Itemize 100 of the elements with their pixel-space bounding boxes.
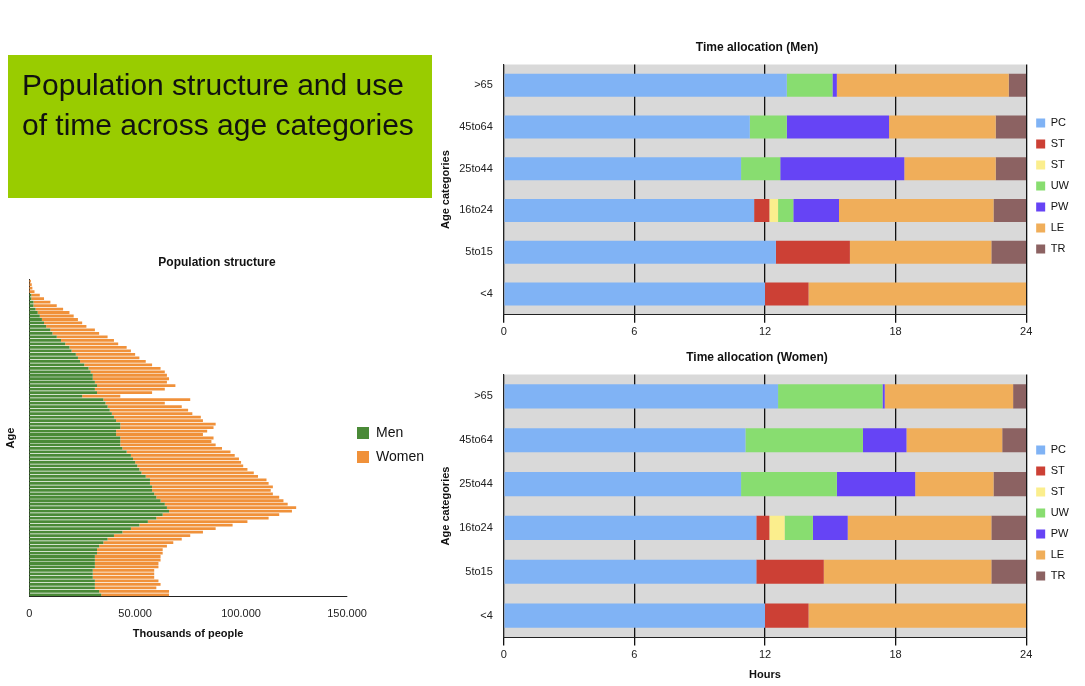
bar <box>786 73 833 97</box>
legend-label: ST <box>1050 137 1066 150</box>
y-tick-label: <4 <box>480 286 493 299</box>
bar <box>37 311 70 314</box>
bar <box>120 440 212 443</box>
bar <box>29 356 78 360</box>
bar <box>839 198 994 222</box>
legend-label: TR <box>1050 569 1066 582</box>
bar <box>906 428 1003 453</box>
bar <box>504 240 776 264</box>
bar <box>769 515 785 540</box>
bar <box>29 440 121 443</box>
bar <box>29 352 76 356</box>
bar <box>101 593 170 597</box>
bar <box>92 569 155 572</box>
legend-label: Men <box>376 423 404 440</box>
bar <box>137 464 244 468</box>
legend-label: LE <box>1050 221 1065 234</box>
x-tick-label: 18 <box>889 325 902 338</box>
y-axis-title: Age <box>3 427 16 449</box>
text: Population structure and use of time across age categories <box>8 55 432 198</box>
bar <box>94 562 159 565</box>
bar <box>884 384 1014 409</box>
y-tick-label: 25to44 <box>459 477 493 490</box>
bar <box>29 349 72 353</box>
bar <box>29 454 131 457</box>
bar <box>29 569 93 572</box>
bar <box>41 318 78 321</box>
bar <box>29 495 157 499</box>
bar <box>29 433 117 436</box>
bar <box>991 240 1027 264</box>
bar <box>29 373 93 377</box>
bar <box>1002 428 1027 453</box>
x-tick-label: 100.000 <box>221 607 261 620</box>
bar <box>29 377 93 381</box>
y-tick-label: <4 <box>480 608 493 621</box>
bar <box>29 474 146 478</box>
legend-label: LE <box>1050 548 1065 561</box>
bar <box>29 481 150 485</box>
bar <box>847 515 992 540</box>
bar <box>88 366 161 370</box>
bar <box>991 559 1027 584</box>
bar <box>741 157 781 181</box>
bar <box>29 471 142 475</box>
bar <box>149 481 269 485</box>
bar <box>90 370 165 374</box>
x-tick-label: 0 <box>26 607 33 620</box>
y-tick-label: >65 <box>474 78 493 91</box>
bar <box>29 583 95 586</box>
bar <box>29 555 95 558</box>
bar <box>29 345 70 349</box>
bar <box>29 447 123 450</box>
y-tick-label: 16to24 <box>459 520 493 533</box>
legend-label: Women <box>376 447 424 464</box>
bar <box>836 73 1009 97</box>
bar <box>166 506 297 510</box>
bar <box>29 461 136 464</box>
bar <box>99 589 170 593</box>
x-tick-label: 0 <box>500 325 507 338</box>
bar <box>504 115 750 139</box>
bar <box>29 318 42 321</box>
bar <box>29 387 95 391</box>
bar <box>756 559 824 584</box>
bar <box>94 583 161 586</box>
bar <box>823 559 992 584</box>
bar <box>29 467 140 471</box>
bar <box>504 559 757 584</box>
bar <box>504 157 742 181</box>
bar <box>152 488 271 492</box>
bar <box>94 555 161 558</box>
bar <box>97 548 163 551</box>
bar <box>29 408 110 412</box>
legend-label: PW <box>1050 200 1070 213</box>
bar <box>97 384 176 388</box>
bar <box>29 339 61 342</box>
x-tick-label: 18 <box>889 648 902 661</box>
bar <box>141 471 254 475</box>
bar <box>149 478 267 482</box>
bar <box>29 576 93 579</box>
bar <box>29 342 66 346</box>
bar <box>504 603 766 628</box>
bar <box>765 603 809 628</box>
bar <box>160 499 284 503</box>
legend-label: UW <box>1050 179 1070 192</box>
x-tick-label: 150.000 <box>327 607 367 620</box>
bar <box>135 461 242 464</box>
chart-title: Time allocation (Men) <box>695 39 819 54</box>
bar <box>109 408 189 412</box>
bar <box>786 115 890 139</box>
x-tick-label: 6 <box>631 648 638 661</box>
legend-label: ST <box>1050 158 1066 171</box>
bar <box>29 391 97 395</box>
bar <box>995 157 1027 181</box>
bar <box>915 472 994 497</box>
bar <box>862 428 907 453</box>
legend-label: ST <box>1050 464 1066 477</box>
bar <box>784 515 813 540</box>
bar <box>29 488 153 492</box>
bar <box>152 485 273 489</box>
bar <box>849 240 992 264</box>
